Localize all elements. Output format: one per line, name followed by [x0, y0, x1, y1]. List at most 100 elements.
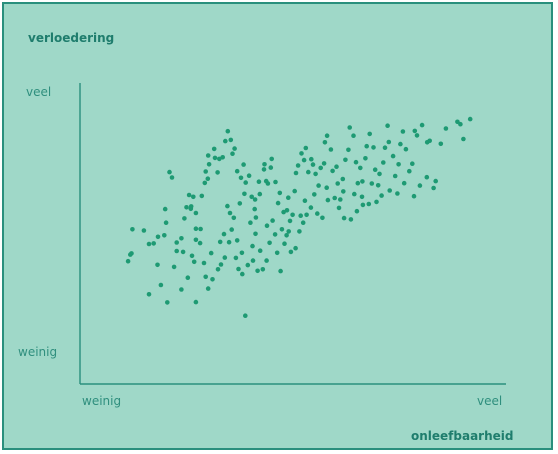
data-point [212, 155, 218, 161]
data-point [201, 260, 207, 266]
data-point [203, 169, 208, 174]
y-axis-title: verloedering [28, 31, 114, 45]
data-point [215, 267, 221, 272]
data-point [246, 173, 252, 178]
data-point [230, 151, 235, 156]
data-point [320, 215, 325, 221]
data-point [223, 138, 228, 144]
data-point [347, 125, 353, 130]
data-point [286, 195, 291, 200]
data-point [277, 190, 283, 196]
x-tick-low: weinig [82, 394, 121, 408]
data-point [268, 165, 274, 170]
data-point [360, 179, 365, 184]
data-point [387, 188, 393, 193]
data-point [275, 200, 281, 206]
data-point [306, 169, 311, 175]
data-point [410, 161, 415, 166]
chart-panel [2, 2, 553, 450]
data-point [193, 299, 199, 305]
data-point [336, 205, 342, 211]
data-point [257, 191, 263, 197]
data-point [372, 167, 378, 172]
data-point [273, 179, 278, 185]
data-point [245, 262, 251, 268]
data-point [351, 133, 356, 138]
data-point [261, 167, 267, 172]
data-point [248, 220, 253, 225]
data-point [403, 146, 409, 152]
data-point [359, 194, 365, 200]
data-point [301, 157, 307, 163]
data-point [343, 157, 348, 163]
data-point [163, 220, 169, 225]
data-point [427, 138, 433, 144]
data-point [165, 300, 170, 305]
data-point [256, 179, 262, 184]
data-point [215, 170, 220, 175]
data-point [281, 209, 286, 215]
data-point [221, 231, 227, 237]
data-point [222, 255, 228, 260]
data-point [217, 239, 223, 245]
data-point [375, 183, 381, 188]
data-point [227, 210, 233, 216]
data-point [158, 282, 164, 288]
y-tick-high: veel [26, 85, 51, 99]
data-point [309, 156, 314, 162]
data-point [369, 181, 375, 186]
data-point [186, 192, 192, 198]
data-point [232, 146, 237, 151]
data-point [286, 229, 292, 234]
data-point [162, 206, 168, 212]
data-point [352, 191, 357, 197]
data-point [419, 122, 425, 128]
data-point [191, 259, 197, 265]
data-point [371, 145, 376, 150]
data-point [360, 202, 366, 208]
data-point [431, 185, 436, 191]
data-point [334, 164, 339, 169]
data-point [174, 240, 179, 245]
data-point [257, 248, 263, 253]
data-point [290, 212, 295, 218]
data-point [328, 147, 334, 152]
data-point [211, 146, 217, 152]
data-point [374, 199, 379, 205]
data-point [205, 153, 211, 158]
data-point [467, 116, 473, 122]
data-point [146, 241, 152, 247]
data-point [210, 277, 215, 282]
data-point [293, 170, 299, 176]
data-point [324, 133, 330, 138]
data-point [184, 205, 189, 210]
data-point [401, 180, 407, 186]
data-point [354, 208, 360, 214]
data-point [395, 191, 400, 196]
data-points [125, 116, 473, 319]
data-point [341, 215, 347, 221]
data-point [390, 153, 396, 159]
data-point [265, 181, 271, 186]
data-point [353, 159, 359, 165]
data-point [272, 232, 278, 237]
data-point [228, 137, 234, 143]
data-point [243, 313, 248, 319]
data-point [398, 141, 403, 147]
data-point [313, 171, 318, 177]
data-point [355, 180, 361, 186]
data-point [146, 292, 152, 297]
data-point [202, 180, 208, 186]
data-point [341, 189, 346, 194]
data-point [443, 126, 449, 131]
data-point [269, 156, 275, 162]
data-point [264, 223, 270, 228]
data-point [300, 220, 306, 225]
data-point [274, 250, 280, 256]
data-point [125, 258, 131, 264]
data-point [379, 193, 384, 198]
data-point [155, 262, 160, 268]
data-point [358, 165, 363, 171]
data-point [220, 155, 225, 160]
